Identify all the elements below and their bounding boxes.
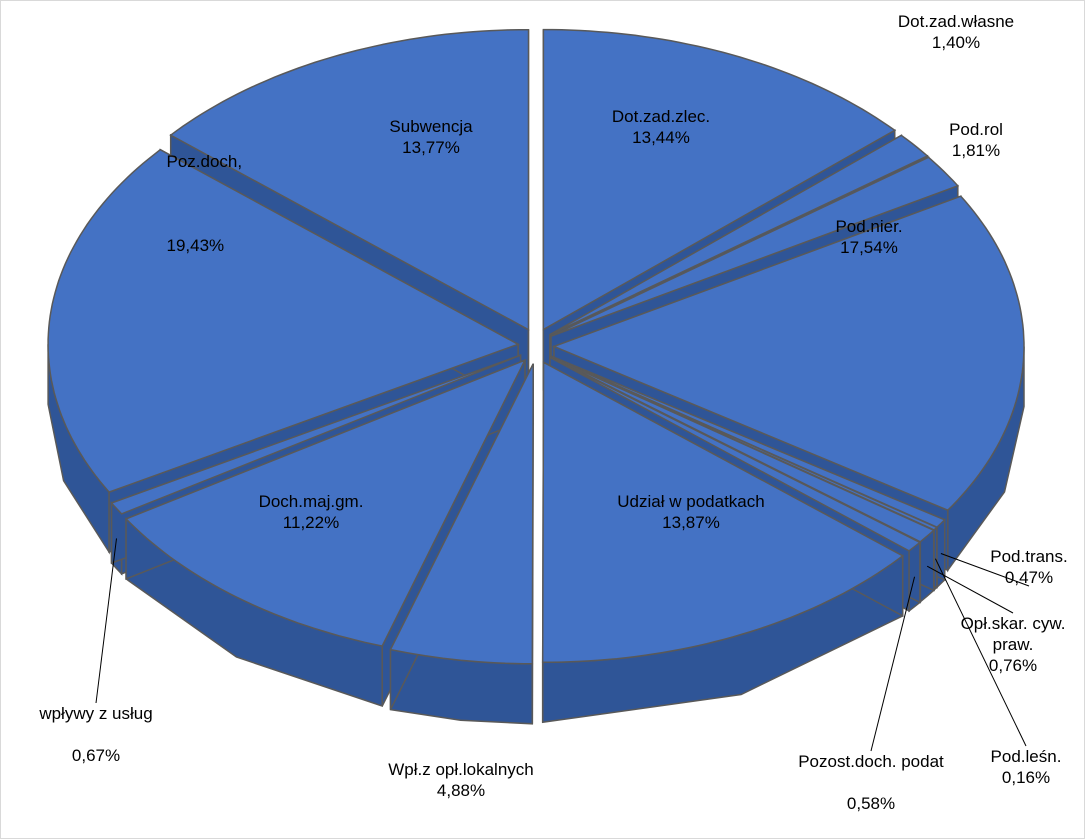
slice [389, 363, 534, 665]
slice-value: 13,87% [662, 513, 720, 532]
leader-line [934, 558, 1027, 747]
leader-line [870, 576, 916, 752]
leader-line [926, 565, 1014, 614]
slice [549, 356, 922, 552]
slice-value: 19,43% [166, 236, 225, 255]
slice-label: Dot.zad.własne [897, 12, 1015, 31]
slice-label: Pozost.doch. podat [798, 752, 944, 771]
slice-value: 0,67% [71, 746, 121, 765]
slice-value: 17,54% [840, 238, 898, 257]
slice-label: Doch.maj.gm. [258, 492, 364, 511]
slice-label: Subwencja [389, 117, 473, 136]
slice [550, 156, 960, 337]
slice-label: Opł.skar. cyw. praw. [960, 614, 1066, 654]
slice-value: 4,88% [436, 781, 486, 800]
slice [110, 354, 521, 515]
slice-value: 0,16% [1001, 768, 1051, 787]
slice [124, 358, 527, 647]
slice [541, 361, 905, 664]
slice-value: 1,40% [931, 33, 981, 52]
leader-line [95, 538, 118, 704]
slice [551, 195, 1025, 512]
slice-label: Poz.doch, [166, 152, 243, 171]
slice-value: 1,81% [951, 141, 1001, 160]
slice-value: 11,22% [282, 513, 340, 532]
slice [542, 28, 897, 331]
slice-label: Dot.zad.zlec. [611, 107, 711, 126]
leader-line [940, 553, 1030, 587]
slice-value: 0,76% [988, 656, 1038, 675]
slice [47, 148, 520, 493]
slice-label: Pod.leśn. [990, 747, 1062, 766]
slice-label: Udział w podatkach [617, 492, 765, 511]
slice-value: 13,77% [402, 138, 460, 157]
slice-label: Pod.nier. [835, 217, 903, 236]
slice [169, 28, 530, 331]
slice-label: Pod.rol [949, 120, 1003, 139]
slice-value: 13,44% [632, 128, 690, 147]
slice-label: wpływy z usług [39, 704, 153, 723]
slice-value: 0,58% [846, 794, 896, 813]
slice-label: Pod.trans. [990, 547, 1068, 566]
slice [549, 134, 929, 336]
slice-label: Wpł.z opł.lokalnych [388, 760, 534, 779]
slice-value: 0,47% [1004, 568, 1054, 587]
